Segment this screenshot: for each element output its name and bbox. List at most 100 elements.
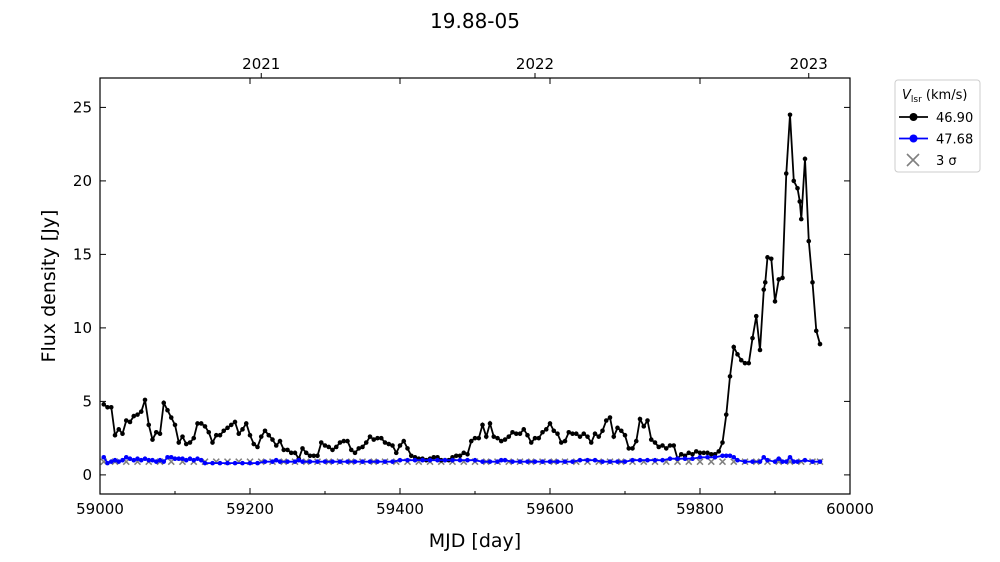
data-point xyxy=(532,435,538,441)
data-point xyxy=(487,459,493,464)
data-point xyxy=(390,443,395,448)
data-point xyxy=(367,434,373,439)
top-year-label: 2021 xyxy=(242,55,280,73)
data-point xyxy=(761,287,767,292)
data-point xyxy=(517,431,523,437)
data-point xyxy=(671,443,677,448)
data-point xyxy=(217,432,223,438)
data-point xyxy=(678,452,684,457)
data-point xyxy=(127,419,133,425)
data-point xyxy=(236,431,242,437)
data-point xyxy=(127,456,133,462)
data-point xyxy=(326,444,332,450)
data-point xyxy=(690,456,695,462)
data-point xyxy=(146,457,152,463)
data-point xyxy=(397,457,403,463)
data-point xyxy=(750,335,755,341)
data-point xyxy=(810,459,815,464)
data-point xyxy=(146,422,152,428)
data-point xyxy=(371,437,377,442)
data-point xyxy=(551,428,557,434)
data-point xyxy=(727,453,733,459)
data-point xyxy=(712,454,718,460)
data-point xyxy=(315,459,320,464)
x-tick-label: 59000 xyxy=(76,500,124,518)
chart-title: 19.88-05 xyxy=(430,9,520,33)
data-point xyxy=(397,443,403,448)
y-tick-label: 25 xyxy=(73,98,92,116)
data-point xyxy=(652,440,658,445)
data-point xyxy=(285,459,290,464)
data-point xyxy=(161,400,167,406)
data-point xyxy=(765,255,770,260)
sigma-marker xyxy=(707,458,715,466)
legend-label: 3 σ xyxy=(936,154,957,169)
data-point xyxy=(232,460,238,466)
data-point xyxy=(360,444,365,450)
y-tick-label: 20 xyxy=(73,172,92,190)
data-point xyxy=(791,459,797,464)
data-point xyxy=(780,275,785,281)
data-point xyxy=(120,431,125,437)
data-point xyxy=(797,199,803,204)
data-point xyxy=(157,431,163,437)
data-point xyxy=(667,443,673,448)
data-point xyxy=(468,438,474,444)
data-point xyxy=(765,457,770,463)
data-point xyxy=(510,459,515,464)
y-tick-label: 5 xyxy=(82,392,92,410)
data-point xyxy=(502,437,508,442)
data-point xyxy=(525,459,530,464)
data-point xyxy=(195,456,200,462)
data-point xyxy=(191,457,197,463)
data-point xyxy=(498,457,504,463)
data-point xyxy=(697,450,703,456)
data-point xyxy=(180,434,185,439)
data-point xyxy=(596,434,602,439)
data-point xyxy=(783,171,789,176)
data-point xyxy=(641,424,647,429)
data-point xyxy=(435,457,440,463)
data-point xyxy=(802,156,808,162)
data-point xyxy=(322,459,328,464)
data-point xyxy=(240,460,245,466)
data-point xyxy=(318,440,324,445)
data-point xyxy=(742,459,748,464)
data-point xyxy=(652,457,658,463)
data-point xyxy=(577,457,583,463)
data-point xyxy=(611,434,617,439)
data-point xyxy=(348,447,354,453)
data-point xyxy=(720,453,725,459)
data-point xyxy=(393,450,399,456)
data-point xyxy=(483,434,489,439)
data-point xyxy=(277,438,283,444)
data-point xyxy=(645,457,650,463)
data-point xyxy=(753,313,759,319)
plot-area xyxy=(99,77,851,495)
data-point xyxy=(168,415,174,420)
y-tick-label: 10 xyxy=(73,319,92,337)
data-point xyxy=(798,216,804,222)
data-point xyxy=(461,450,467,456)
data-point xyxy=(112,432,118,438)
data-point xyxy=(480,422,485,428)
data-point xyxy=(198,457,204,463)
data-point xyxy=(382,440,388,445)
data-point xyxy=(262,428,268,434)
data-point xyxy=(813,328,819,334)
data-point xyxy=(536,435,542,441)
data-point xyxy=(273,457,279,463)
data-point xyxy=(540,429,545,435)
data-point xyxy=(453,453,459,459)
data-point xyxy=(150,457,155,463)
data-point xyxy=(180,456,185,462)
data-point xyxy=(213,432,219,438)
data-point xyxy=(131,457,137,463)
data-point xyxy=(168,454,174,460)
data-point xyxy=(202,460,208,466)
legend-title-unit: (km/s) xyxy=(922,88,968,103)
data-point xyxy=(240,427,245,432)
data-point xyxy=(615,425,620,431)
data-point xyxy=(401,438,407,444)
data-point xyxy=(427,457,433,463)
